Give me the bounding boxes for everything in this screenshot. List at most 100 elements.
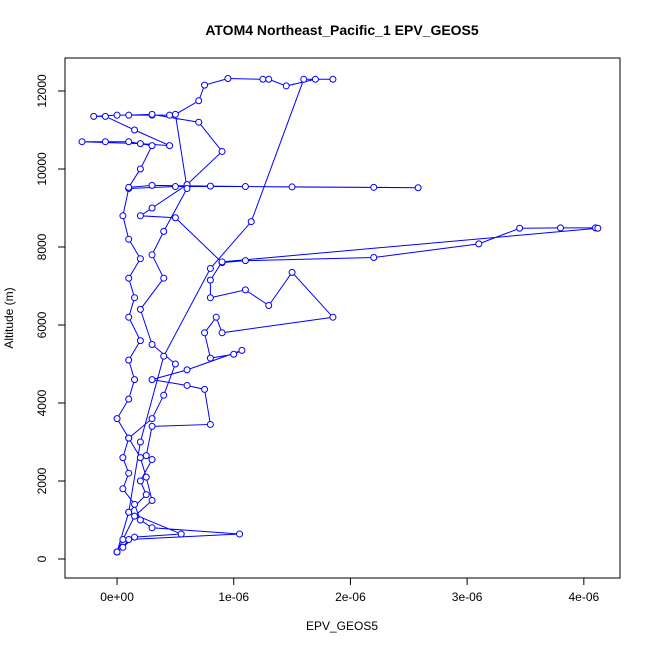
data-point — [206, 420, 214, 428]
data-point — [206, 182, 214, 190]
data-point — [148, 341, 156, 349]
data-point — [125, 235, 133, 243]
data-point — [160, 227, 168, 235]
data-point — [160, 352, 168, 360]
data-point — [131, 500, 139, 508]
data-point — [136, 140, 144, 148]
data-point — [171, 110, 179, 118]
y-tick-label: 4000 — [35, 389, 49, 416]
data-point — [282, 82, 290, 90]
data-point — [311, 75, 319, 83]
data-point — [136, 454, 144, 462]
data-point — [125, 111, 133, 119]
data-point — [238, 346, 246, 354]
data-point — [265, 75, 273, 83]
data-point — [516, 224, 524, 232]
data-point — [206, 264, 214, 272]
data-point — [201, 81, 209, 89]
data-point — [183, 381, 191, 389]
data-point — [259, 75, 267, 83]
data-point — [475, 240, 483, 248]
data-point — [288, 183, 296, 191]
data-point — [90, 112, 98, 120]
data-point — [556, 224, 564, 232]
data-point — [148, 181, 156, 189]
data-point — [113, 548, 121, 556]
data-point — [136, 305, 144, 313]
y-tick-label: 6000 — [35, 311, 49, 338]
x-tick-label: 1e-06 — [218, 590, 249, 604]
x-tick-label: 3e-06 — [452, 590, 483, 604]
data-point — [119, 536, 127, 544]
data-point — [131, 126, 139, 134]
data-point — [160, 391, 168, 399]
data-point — [171, 214, 179, 222]
data-point — [201, 329, 209, 337]
data-point — [201, 385, 209, 393]
x-tick-label: 4e-06 — [568, 590, 599, 604]
y-axis-label: Altitude (m) — [2, 287, 16, 348]
data-point — [230, 350, 238, 358]
data-point — [329, 75, 337, 83]
data-point — [160, 274, 168, 282]
data-point — [125, 395, 133, 403]
data-point — [148, 251, 156, 259]
data-point — [113, 415, 121, 423]
data-point — [125, 356, 133, 364]
data-point — [125, 183, 133, 191]
data-point — [370, 183, 378, 191]
data-point — [131, 376, 139, 384]
data-point — [78, 138, 86, 146]
data-point — [594, 224, 602, 232]
data-point — [131, 294, 139, 302]
data-point — [113, 111, 121, 119]
data-point — [300, 75, 308, 83]
data-point — [247, 218, 255, 226]
data-point — [136, 516, 144, 524]
data-point — [148, 415, 156, 423]
y-tick-label: 2000 — [35, 467, 49, 494]
data-point — [206, 294, 214, 302]
data-point — [125, 469, 133, 477]
y-tick-label: 12000 — [35, 74, 49, 108]
data-point — [241, 183, 249, 191]
data-point — [329, 313, 337, 321]
data-point — [101, 138, 109, 146]
data-point — [183, 366, 191, 374]
plot-frame — [64, 57, 621, 579]
data-point — [131, 533, 139, 541]
data-point — [224, 75, 232, 83]
data-point — [119, 543, 127, 551]
data-point — [148, 422, 156, 430]
data-point — [265, 302, 273, 310]
chart-title: ATOM4 Northeast_Pacific_1 EPV_GEOS5 — [205, 22, 479, 38]
data-point — [195, 118, 203, 126]
data-point — [166, 111, 174, 119]
data-point — [241, 286, 249, 294]
data-point — [142, 491, 150, 499]
y-tick-label: 8000 — [35, 233, 49, 260]
data-point — [136, 255, 144, 263]
data-point — [177, 530, 185, 538]
y-tick-label: 0 — [35, 555, 49, 562]
data-point — [195, 97, 203, 105]
data-point — [148, 456, 156, 464]
data-point — [136, 337, 144, 345]
data-point — [119, 485, 127, 493]
data-point — [148, 142, 156, 150]
data-point — [183, 184, 191, 192]
y-tick-label: 10000 — [35, 152, 49, 186]
data-point — [171, 183, 179, 191]
x-tick-label: 2e-06 — [335, 590, 366, 604]
data-point — [136, 438, 144, 446]
data-point — [241, 257, 249, 265]
data-point — [206, 354, 214, 362]
data-point — [414, 184, 422, 192]
data-point — [148, 524, 156, 532]
data-point — [218, 329, 226, 337]
data-point — [148, 497, 156, 505]
x-axis-label: EPV_GEOS5 — [306, 619, 378, 633]
data-point — [218, 258, 226, 266]
